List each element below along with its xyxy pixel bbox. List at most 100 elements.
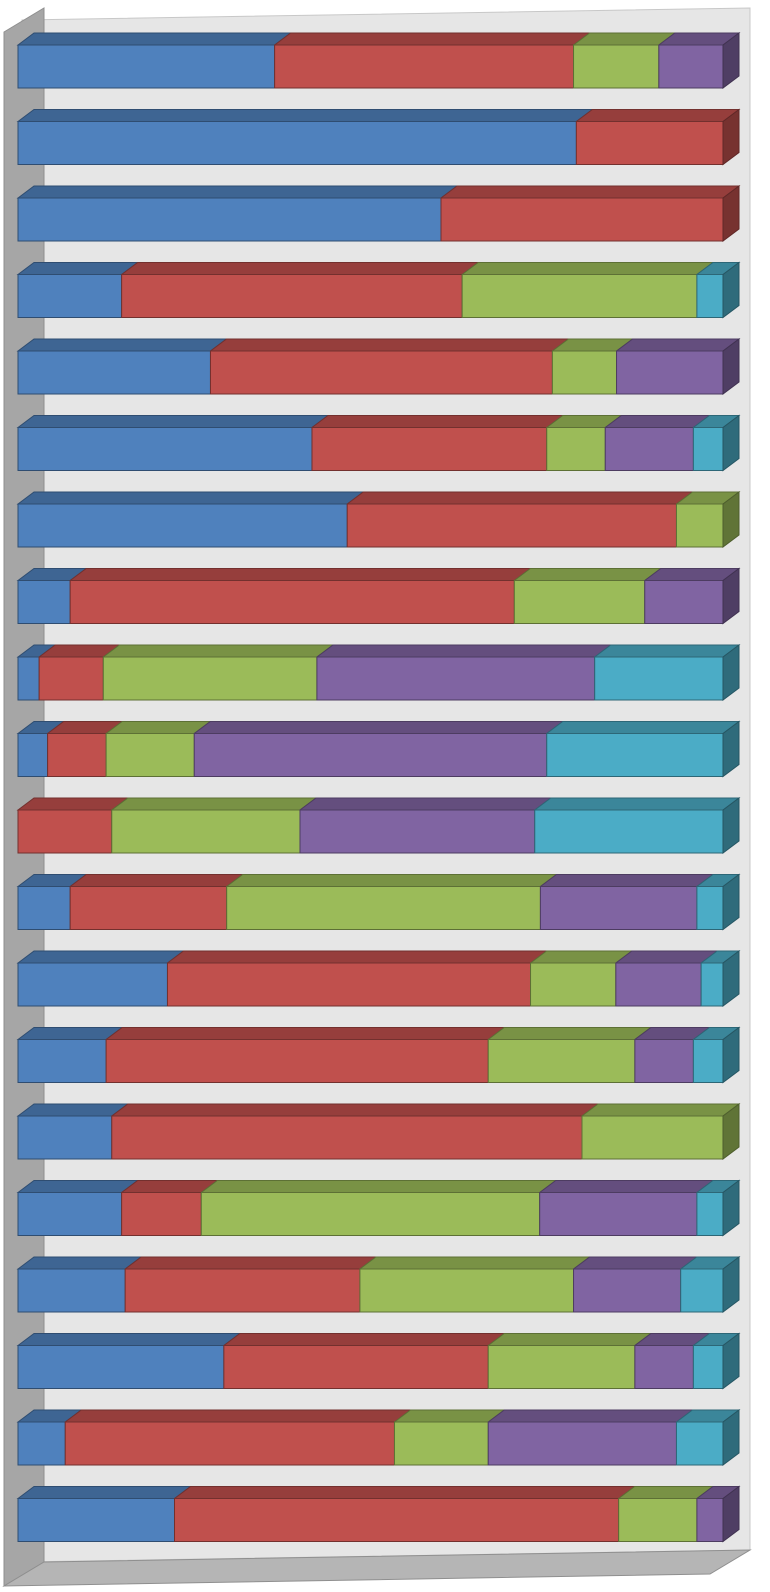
bar-segment: [38, 656, 104, 701]
bar-segment-top: [486, 1333, 653, 1346]
bar-segment: [121, 274, 463, 318]
bar-segment: [616, 350, 724, 395]
bar-segment-top: [222, 1333, 506, 1346]
bar-segment: [680, 1268, 724, 1313]
bar-row: [16, 1179, 741, 1237]
bar-segment: [658, 44, 724, 89]
bar-segment: [111, 809, 301, 854]
bar-segment-top: [538, 1180, 715, 1193]
bar-segment-top: [173, 1486, 637, 1499]
bar-end-face: [722, 1026, 740, 1084]
bar-segment: [618, 1498, 698, 1542]
bar-segment-top: [572, 32, 677, 46]
bar-segment: [17, 580, 71, 624]
bar-segment-top: [538, 874, 715, 887]
bar-segment: [546, 733, 724, 777]
bar-row: [16, 1256, 741, 1313]
bar-segment: [105, 733, 195, 777]
bar-segment: [675, 1421, 724, 1466]
bar-row: [16, 797, 741, 854]
bar-segment: [539, 1192, 698, 1236]
bar-row: [16, 491, 741, 548]
bar-row: [16, 108, 741, 166]
bar-segment-top: [16, 1333, 242, 1346]
bar-segment: [17, 733, 49, 777]
bar-end-face: [722, 644, 740, 701]
bar-segment-top: [439, 185, 741, 199]
bar-segment-top: [593, 644, 741, 658]
bar-segment-top: [110, 1103, 600, 1117]
bar-end-face: [722, 1179, 740, 1237]
bar-segment-top: [101, 644, 335, 658]
bar-segment-top: [16, 797, 130, 811]
bar-end-face: [722, 261, 740, 319]
bar-segment-top: [110, 797, 318, 811]
bar-segment: [274, 44, 575, 89]
bar-segment: [634, 1345, 694, 1389]
bar-segment: [644, 580, 724, 624]
bar-end-face: [722, 32, 740, 89]
bar-segment-top: [580, 1103, 741, 1117]
bar-segment-top: [199, 1180, 558, 1193]
bar-end-face: [722, 1256, 740, 1313]
bar-segment: [17, 274, 123, 318]
bar-segment-top: [16, 1486, 193, 1499]
bar-segment-top: [16, 415, 330, 428]
bar-segment: [226, 886, 541, 930]
bar-segment-top: [392, 1409, 506, 1423]
bar-end-face: [722, 1332, 740, 1390]
bar-segment: [111, 1115, 583, 1160]
bar-segment: [174, 1498, 620, 1542]
bar-segment-top: [16, 262, 140, 275]
bar-row: [16, 1409, 741, 1466]
bar-segment: [440, 197, 724, 242]
bar-segment-top: [104, 1027, 506, 1040]
bar-segment: [166, 962, 532, 1007]
bar-segment: [534, 809, 724, 854]
bar-segment-top: [486, 1409, 694, 1423]
bar-segment: [575, 121, 724, 165]
bar-segment-top: [208, 338, 570, 352]
bar-segment: [193, 733, 548, 777]
bar-row: [16, 567, 741, 625]
bar-segment-top: [574, 109, 741, 122]
bar-end-face: [722, 1103, 740, 1160]
bar-segment-top: [614, 950, 719, 964]
bar-row: [16, 414, 741, 472]
bar-segment-top: [120, 262, 480, 275]
bar-segment: [316, 656, 596, 701]
bar-segment: [311, 427, 548, 471]
bar-segment: [17, 121, 577, 165]
bar-segment-top: [16, 1027, 124, 1040]
bar-row: [16, 32, 741, 89]
bar-segment: [223, 1345, 489, 1389]
bar-row: [16, 1332, 741, 1390]
bar-segment-top: [165, 950, 549, 964]
bar-segment-top: [104, 721, 212, 734]
bar-segment-top: [460, 262, 715, 275]
bar-end-face: [722, 108, 740, 166]
bar-end-face: [722, 185, 740, 242]
bar-segment: [700, 962, 724, 1007]
bar-end-face: [722, 950, 740, 1007]
bar-segment-top: [572, 1256, 699, 1270]
chart-bars: [16, 32, 741, 1543]
bar-segment: [17, 1268, 126, 1313]
bar-segment: [692, 427, 724, 471]
bar-segment-top: [16, 491, 365, 505]
bar-segment-top: [533, 797, 741, 811]
bar-segment: [461, 274, 698, 318]
bar-segment: [359, 1268, 575, 1313]
bar-segment: [17, 1421, 66, 1466]
bar-segment: [513, 580, 646, 624]
bar-segment-top: [63, 1409, 412, 1423]
bar-segment: [17, 962, 168, 1007]
bar-segment-top: [16, 32, 293, 46]
bar-row: [16, 185, 741, 242]
bar-segment-top: [345, 491, 694, 505]
bar-segment: [573, 1268, 682, 1313]
bar-segment-top: [16, 338, 228, 352]
bar-segment: [17, 1192, 123, 1236]
bar-end-face: [722, 797, 740, 854]
bar-segment: [17, 809, 113, 854]
